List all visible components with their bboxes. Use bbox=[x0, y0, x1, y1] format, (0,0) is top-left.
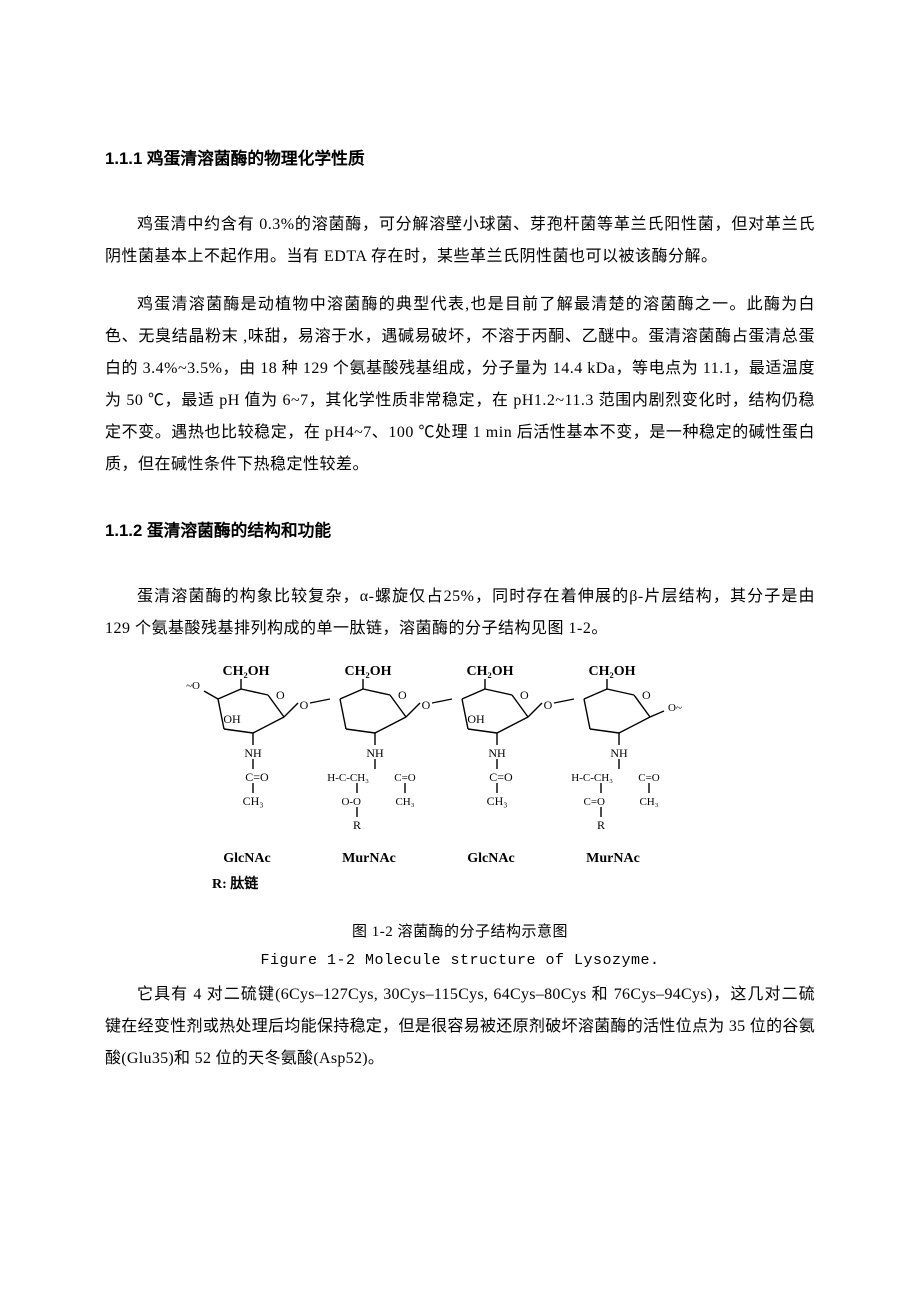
svg-text:C=O: C=O bbox=[638, 772, 660, 784]
svg-text:O: O bbox=[398, 688, 407, 702]
svg-text:CH₂OH: CH₂OH bbox=[589, 664, 636, 679]
svg-text:R: 肽链: R: 肽链 bbox=[212, 875, 259, 892]
svg-text:CH₂OH: CH₂OH bbox=[345, 664, 392, 679]
molecule-figure: O CH₂OH O ~O O CH₂OH O O CH₂OH O O CH₂OH O~ OH NH C=O CH… bbox=[186, 661, 734, 896]
svg-text:CH₃: CH₃ bbox=[243, 794, 264, 808]
svg-text:C=O: C=O bbox=[394, 772, 416, 784]
svg-text:O: O bbox=[520, 688, 529, 702]
paragraph-4: 它具有 4 对二硫键(6Cys–127Cys, 30Cys–115Cys, 64… bbox=[105, 979, 815, 1075]
svg-text:MurNAc: MurNAc bbox=[342, 851, 396, 866]
spacer bbox=[105, 481, 815, 517]
svg-text:NH: NH bbox=[366, 746, 384, 760]
svg-text:~O: ~O bbox=[186, 680, 200, 692]
figure-caption-en: Figure 1-2 Molecule structure of Lysozym… bbox=[105, 947, 815, 976]
page: 1.1.1 鸡蛋清溶菌酶的物理化学性质 鸡蛋清中约含有 0.3%的溶菌酶，可分解… bbox=[0, 0, 920, 1302]
svg-text:H-C-CH₃: H-C-CH₃ bbox=[571, 772, 613, 784]
svg-text:O: O bbox=[544, 698, 553, 712]
svg-text:O: O bbox=[422, 698, 431, 712]
svg-text:R: R bbox=[597, 818, 605, 832]
svg-text:GlcNAc: GlcNAc bbox=[467, 851, 514, 866]
svg-text:NH: NH bbox=[488, 746, 506, 760]
svg-text:CH₃: CH₃ bbox=[487, 794, 508, 808]
svg-text:GlcNAc: GlcNAc bbox=[223, 851, 270, 866]
section-number-2: 1.1.2 bbox=[105, 521, 142, 540]
svg-text:C=O: C=O bbox=[489, 770, 513, 784]
section-title-1: 鸡蛋清溶菌酶的物理化学性质 bbox=[147, 149, 365, 168]
paragraph-3: 蛋清溶菌酶的构象比较复杂，α-螺旋仅占25%，同时存在着伸展的β-片层结构，其分… bbox=[105, 581, 815, 645]
svg-text:R: R bbox=[353, 818, 361, 832]
svg-text:O: O bbox=[276, 688, 285, 702]
svg-text:O~: O~ bbox=[668, 702, 682, 714]
svg-text:H-C-CH₃: H-C-CH₃ bbox=[327, 772, 369, 784]
svg-text:O-O: O-O bbox=[341, 796, 361, 808]
figure-wrap: O CH₂OH O ~O O CH₂OH O O CH₂OH O O CH₂OH O~ OH NH C=O CH… bbox=[105, 661, 815, 896]
svg-text:O: O bbox=[642, 688, 651, 702]
paragraph-2: 鸡蛋清溶菌酶是动植物中溶菌酶的典型代表,也是目前了解最清楚的溶菌酶之一。此酶为白… bbox=[105, 289, 815, 481]
svg-text:CH₃: CH₃ bbox=[395, 796, 414, 808]
svg-text:NH: NH bbox=[610, 746, 628, 760]
paragraph-1: 鸡蛋清中约含有 0.3%的溶菌酶，可分解溶壁小球菌、芽孢杆菌等革兰氏阳性菌，但对… bbox=[105, 209, 815, 273]
svg-text:C=O: C=O bbox=[584, 796, 606, 808]
svg-text:MurNAc: MurNAc bbox=[586, 851, 640, 866]
section-heading-2: 1.1.2 蛋清溶菌酶的结构和功能 bbox=[105, 517, 815, 541]
svg-text:C=O: C=O bbox=[245, 770, 269, 784]
section-number-1: 1.1.1 bbox=[105, 149, 142, 168]
svg-text:OH: OH bbox=[223, 712, 241, 726]
svg-text:CH₂OH: CH₂OH bbox=[467, 664, 514, 679]
svg-text:CH₃: CH₃ bbox=[639, 796, 658, 808]
svg-text:OH: OH bbox=[467, 712, 485, 726]
figure-caption-zh: 图 1-2 溶菌酶的分子结构示意图 bbox=[105, 918, 815, 947]
svg-text:CH₂OH: CH₂OH bbox=[223, 664, 270, 679]
svg-text:O: O bbox=[300, 698, 309, 712]
section-heading-1: 1.1.1 鸡蛋清溶菌酶的物理化学性质 bbox=[105, 145, 815, 169]
svg-text:NH: NH bbox=[244, 746, 262, 760]
section-title-2: 蛋清溶菌酶的结构和功能 bbox=[147, 521, 331, 540]
